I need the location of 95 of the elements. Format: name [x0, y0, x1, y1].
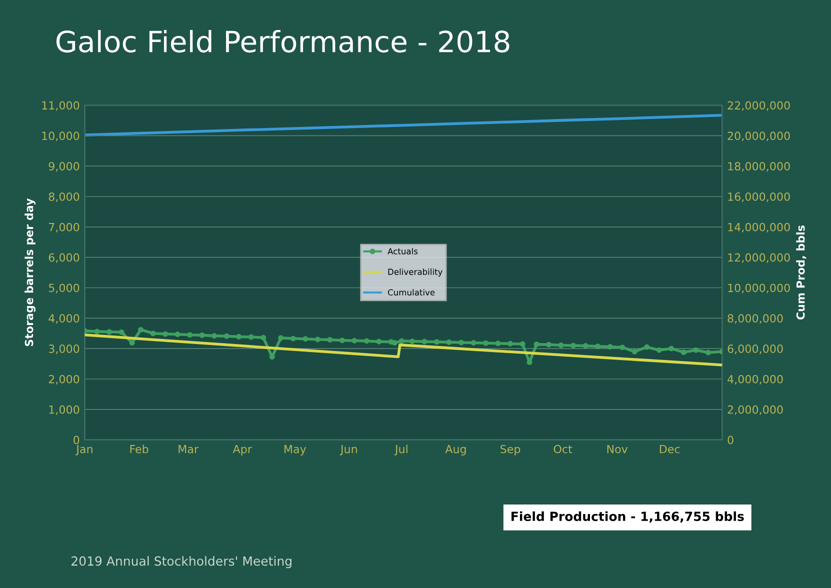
- point: [582, 343, 588, 349]
- y2-tick-label: 20,000,000: [728, 132, 790, 142]
- legend-label: Cumulative: [388, 289, 435, 296]
- point: [398, 338, 404, 344]
- point: [570, 342, 576, 348]
- y-tick-label: 10,000: [42, 132, 80, 142]
- point: [434, 339, 440, 345]
- point: [174, 332, 180, 338]
- point: [212, 333, 218, 339]
- y2-tick-label: 22,000,000: [728, 101, 790, 111]
- point: [693, 347, 699, 353]
- y2-tick-label: 16,000,000: [728, 192, 790, 202]
- point: [620, 344, 626, 350]
- x-tick-label: Jul: [394, 444, 408, 456]
- text: 2019 Annual Stockholders' Meeting: [72, 556, 292, 568]
- point: [546, 342, 552, 348]
- point: [495, 340, 501, 346]
- point: [595, 344, 601, 350]
- x-tick-label: Nov: [607, 445, 628, 454]
- x-tick-label: Jan: [76, 445, 92, 456]
- y-tick-label: 6,000: [48, 253, 80, 263]
- point: [668, 346, 674, 352]
- point: [507, 340, 514, 346]
- point: [248, 334, 254, 340]
- point: [94, 328, 100, 334]
- point: [199, 332, 205, 338]
- y-tick-label: 0: [74, 436, 80, 444]
- point: [632, 348, 638, 354]
- y2-tick-label: 12,000,000: [728, 253, 790, 263]
- x-tick-label: Oct: [554, 444, 572, 454]
- y2-tick-label: 6,000,000: [728, 344, 783, 354]
- line-series: [84, 114, 722, 136]
- point: [236, 334, 242, 340]
- x-tick-label: Jun: [340, 445, 357, 456]
- x-tick-label: Feb: [130, 444, 148, 454]
- point: [302, 336, 308, 342]
- y2-tick-label: 18,000,000: [728, 162, 790, 172]
- point: [644, 344, 650, 350]
- x-tick-label: Sep: [500, 444, 520, 456]
- y-tick-label: 1,000: [49, 405, 80, 415]
- y2-tick-label: 10,000,000: [728, 284, 790, 294]
- point: [422, 338, 428, 344]
- point: [150, 330, 156, 336]
- x-tick-label: Mar: [178, 445, 199, 454]
- y2-tick-label: 0: [728, 436, 734, 444]
- point: [290, 336, 296, 342]
- point: [260, 334, 266, 340]
- point: [656, 347, 662, 353]
- y-tick-label: 5,000: [48, 284, 80, 294]
- text: Field Production - 1,166,755 bbls: [512, 511, 744, 523]
- y-tick-label: 2,000: [48, 374, 80, 385]
- y-tick-label: 8,000: [48, 192, 80, 202]
- point: [224, 333, 230, 339]
- point: [558, 342, 564, 348]
- y2-tick-label: 4,000,000: [728, 374, 783, 385]
- point: [364, 338, 370, 344]
- point: [482, 340, 489, 346]
- legend-label: Deliverability: [388, 268, 442, 277]
- point: [458, 340, 464, 346]
- point: [680, 349, 686, 356]
- point: [470, 340, 476, 346]
- point: [446, 339, 452, 345]
- y-tick-label: 7,000: [49, 222, 80, 232]
- point: [409, 338, 415, 344]
- x-tick-label: Dec: [660, 445, 680, 454]
- y-axis-title: Storage barrels per day: [24, 198, 36, 346]
- point: [187, 332, 193, 338]
- point: [376, 338, 382, 344]
- y2-tick-label: 8,000,000: [728, 314, 783, 324]
- point: [339, 338, 345, 344]
- point: [138, 326, 144, 332]
- point: [118, 329, 124, 335]
- chart-title: Galoc Field Performance - 2018: [56, 30, 510, 53]
- y-tick-label: 4,000: [48, 314, 80, 324]
- y2-tick-label: 2,000,000: [728, 405, 783, 415]
- point: [278, 335, 284, 341]
- y2-tick-label: 14,000,000: [728, 222, 790, 232]
- point: [705, 350, 711, 356]
- point: [106, 329, 112, 335]
- point: [314, 336, 320, 342]
- point: [607, 344, 613, 350]
- point: [327, 336, 333, 343]
- y-tick-label: 9,000: [48, 162, 80, 172]
- point: [534, 342, 540, 348]
- x-tick-label: May: [284, 445, 306, 456]
- point: [520, 341, 526, 347]
- x-tick-label: Apr: [232, 445, 252, 456]
- point: [352, 338, 358, 344]
- legend-label: Actuals: [388, 248, 418, 254]
- y-tick-label: 3,000: [48, 344, 80, 354]
- x-tick-label: Aug: [445, 445, 466, 456]
- point: [129, 340, 135, 346]
- y2-axis-title: Cum Prod, bbls: [796, 225, 806, 320]
- point: [162, 331, 168, 337]
- y-tick-label: 11,000: [42, 101, 80, 111]
